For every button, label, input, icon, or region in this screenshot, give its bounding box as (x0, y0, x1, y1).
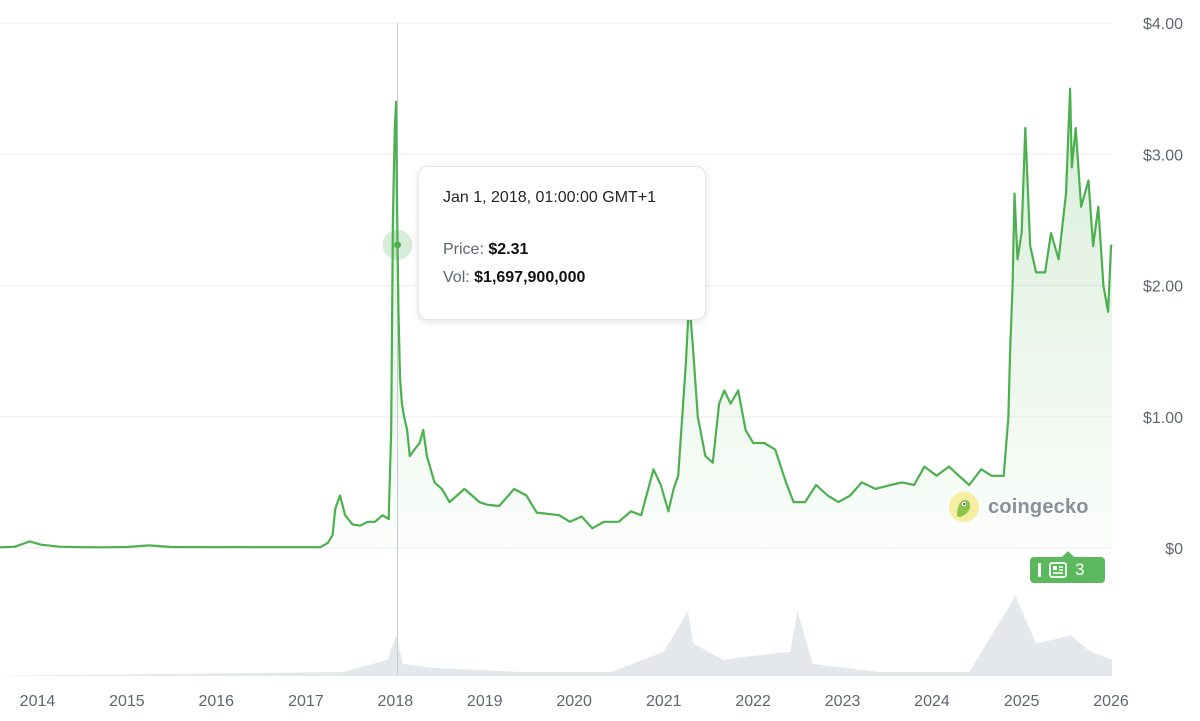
highlight-point[interactable] (394, 241, 402, 249)
tooltip-price-row: Price: $2.31 (443, 241, 681, 259)
x-tick-label: 2015 (109, 693, 145, 710)
price-line (0, 87, 1113, 549)
x-tick-label: 2020 (556, 693, 592, 710)
coingecko-watermark: coingecko (948, 490, 1089, 524)
news-badge[interactable]: 3 (1030, 551, 1105, 583)
coingecko-logo-icon (949, 492, 979, 522)
x-tick-label: 2025 (1004, 693, 1040, 710)
watermark-text: coingecko (988, 495, 1089, 518)
tooltip-date: Jan 1, 2018, 01:00:00 GMT+1 (443, 189, 657, 206)
x-tick-label: 2019 (467, 693, 503, 710)
y-tick-label: $0 (1165, 541, 1183, 558)
x-tick-label: 2014 (20, 693, 56, 710)
x-axis: 2014 2015 2016 2017 2018 2019 2020 2021 2022 2023… (20, 693, 1129, 710)
y-axis: $0 $1.00 $2.00 $3.00 $4.00 (1143, 16, 1183, 558)
news-count: 3 (1075, 560, 1085, 579)
y-tick-label: $2.00 (1143, 279, 1183, 296)
newspaper-icon (1049, 562, 1067, 578)
x-tick-label: 2018 (378, 693, 414, 710)
tooltip-volume-value: $1,697,900,000 (474, 269, 586, 286)
y-tick-label: $1.00 (1143, 410, 1183, 427)
tooltip-volume-row: Vol: $1,697,900,000 (443, 269, 681, 287)
x-tick-label: 2026 (1093, 693, 1129, 710)
x-tick-label: 2024 (914, 693, 950, 710)
x-tick-label: 2022 (735, 693, 771, 710)
price-area (0, 88, 1112, 548)
tooltip-price-label: Price: (443, 241, 484, 258)
x-tick-label: 2023 (825, 693, 861, 710)
tooltip-price-value: $2.31 (488, 241, 529, 258)
x-tick-label: 2017 (288, 693, 324, 710)
badge-marker-icon (1038, 563, 1041, 577)
x-tick-label: 2016 (198, 693, 234, 710)
x-tick-label: 2021 (646, 693, 682, 710)
volume-bars (0, 595, 1112, 676)
y-tick-label: $4.00 (1143, 16, 1183, 33)
y-tick-label: $3.00 (1143, 147, 1183, 164)
price-tooltip: Jan 1, 2018, 01:00:00 GMT+1 Price: $2.31… (418, 166, 706, 320)
tooltip-volume-label: Vol: (443, 269, 470, 286)
volume-area (0, 595, 1112, 676)
